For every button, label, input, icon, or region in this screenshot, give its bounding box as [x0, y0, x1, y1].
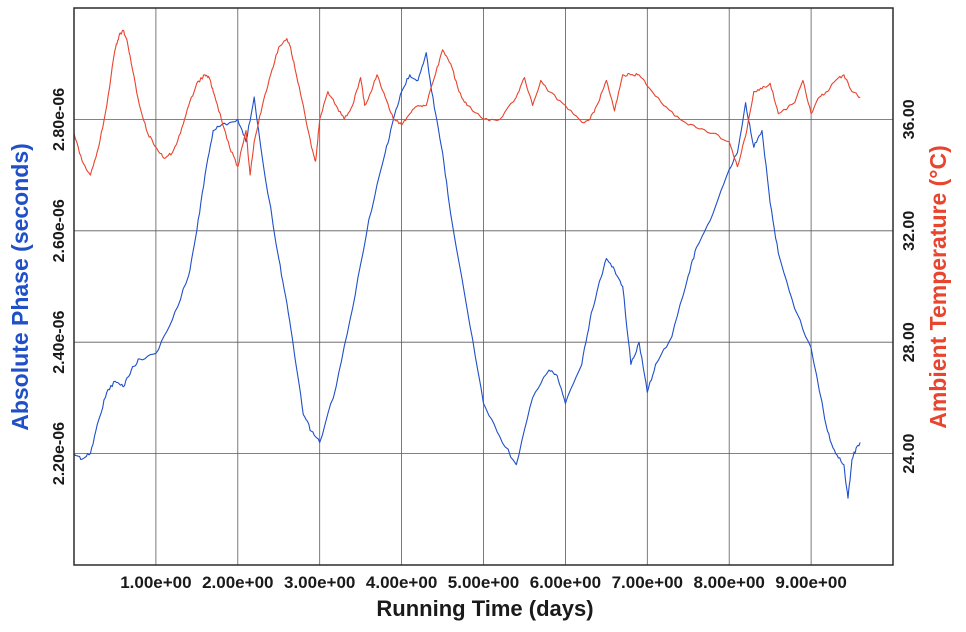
plot-frame: [73, 7, 894, 566]
x-tick-label: 4.00e+00: [366, 573, 437, 592]
x-tick-label: 7.00e+00: [612, 573, 683, 592]
grid: [74, 8, 893, 565]
x-tick-label: 1.00e+00: [120, 573, 191, 592]
right-tick-labels: 24.00 28.00 32.00 36.00: [901, 99, 918, 473]
series-layer: [73, 29, 861, 499]
left-tick-label: 2.20e-06: [51, 422, 68, 485]
x-tick-label: 6.00e+00: [530, 573, 601, 592]
right-tick-label: 24.00: [901, 433, 918, 473]
left-tick-label: 2.40e-06: [51, 311, 68, 374]
x-tick-label: 5.00e+00: [448, 573, 519, 592]
right-y-axis-label: Ambient Temperature (°C): [925, 145, 951, 429]
right-tick-label: 32.00: [901, 211, 918, 251]
x-axis-label: Running Time (days): [376, 596, 593, 621]
left-tick-label: 2.80e-06: [51, 88, 68, 151]
left-tick-labels: 2.20e-06 2.40e-06 2.60e-06 2.80e-06: [51, 88, 68, 485]
left-y-axis-label: Absolute Phase (seconds): [7, 143, 33, 431]
x-tick-labels: 1.00e+00 2.00e+00 3.00e+00 4.00e+00 5.00e+00…: [120, 573, 847, 592]
right-tick-label: 28.00: [901, 322, 918, 362]
right-tick-label: 36.00: [901, 99, 918, 139]
x-tick-label: 3.00e+00: [284, 573, 355, 592]
x-tick-label: 9.00e+00: [775, 573, 846, 592]
x-tick-label: 8.00e+00: [694, 573, 765, 592]
temperature-series-line: [73, 29, 861, 176]
left-tick-label: 2.60e-06: [51, 199, 68, 262]
phase-series-line: [73, 52, 861, 499]
x-tick-label: 2.00e+00: [202, 573, 273, 592]
